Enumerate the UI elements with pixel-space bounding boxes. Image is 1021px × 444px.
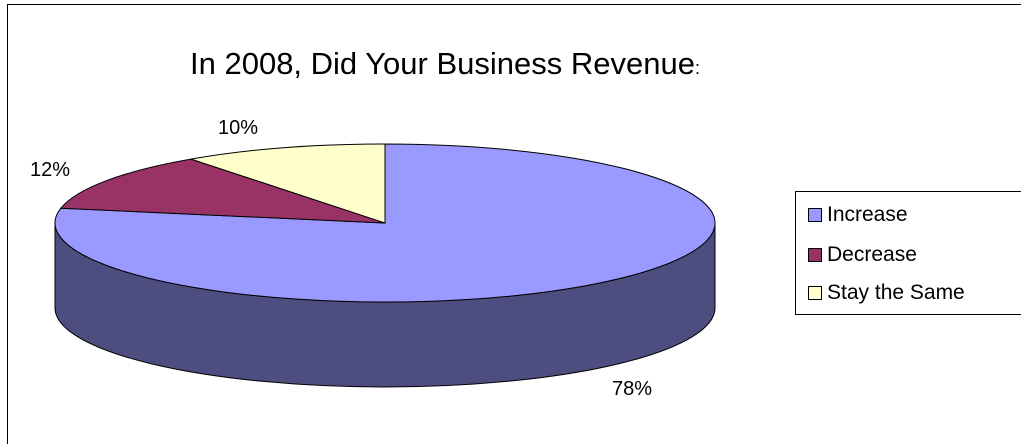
- data-label-increase: 78%: [612, 378, 653, 400]
- legend-label-increase: Increase: [827, 203, 908, 226]
- pie-slice-decrease: [59, 158, 386, 224]
- pie-chart: [54, 143, 716, 388]
- legend-swatch-decrease: [808, 248, 822, 262]
- legend-item-increase: Increase: [808, 200, 908, 230]
- legend-item-stay-the-same: Stay the Same: [808, 278, 965, 308]
- legend-swatch-increase: [808, 208, 822, 222]
- chart-title-text: In 2008, Did Your Business Revenue: [190, 46, 695, 81]
- legend-label-decrease: Decrease: [827, 243, 917, 266]
- pie-slice-stay-the-same: [190, 143, 386, 224]
- legend-item-decrease: Decrease: [808, 240, 917, 270]
- chart-frame: [7, 4, 1021, 444]
- data-label-decrease: 12%: [30, 159, 71, 181]
- pie-slice-increase: [54, 143, 716, 303]
- legend: Increase Decrease Stay the Same: [795, 191, 1021, 315]
- legend-swatch-stay-the-same: [808, 286, 822, 300]
- chart-title-colon: :: [694, 58, 700, 78]
- legend-label-stay-the-same: Stay the Same: [827, 281, 965, 304]
- chart-title: In 2008, Did Your Business Revenue:: [190, 46, 700, 82]
- data-label-stay-the-same: 10%: [218, 117, 259, 139]
